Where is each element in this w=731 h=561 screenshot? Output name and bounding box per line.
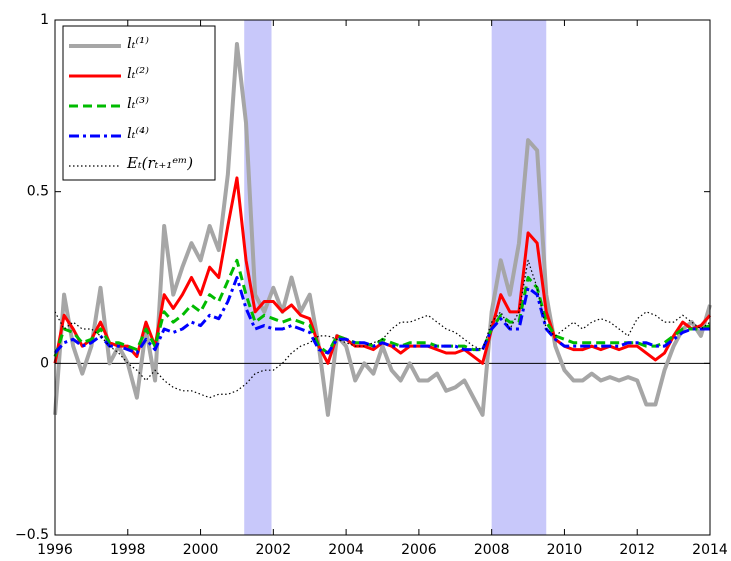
- x-tick-label: 2012: [619, 542, 655, 558]
- y-tick-label: −0.5: [15, 527, 49, 543]
- x-tick-label: 2010: [547, 542, 583, 558]
- series-line: [53, 42, 712, 417]
- x-tick-label: 2014: [692, 542, 728, 558]
- shaded-region: [491, 20, 547, 535]
- x-tick-label: 2000: [183, 542, 219, 558]
- legend-label: lₜ⁽³⁾: [127, 94, 149, 112]
- x-tick-label: 2006: [401, 542, 437, 558]
- series-line: [54, 259, 711, 399]
- series-line: [53, 276, 710, 355]
- legend: lₜ⁽¹⁾ lₜ⁽²⁾ lₜ⁽³⁾ lₜ⁽⁴⁾ Eₜ(rₜ₊₁ᵉᵐ): [62, 25, 216, 181]
- x-tick-label: 1998: [110, 542, 146, 558]
- y-tick-label: 1: [40, 12, 49, 28]
- legend-label: lₜ⁽⁴⁾: [127, 124, 149, 142]
- x-tick-label: 2008: [474, 542, 510, 558]
- legend-label: Eₜ(rₜ₊₁ᵉᵐ): [126, 154, 193, 172]
- y-tick-label: 0: [40, 355, 49, 371]
- legend-label: lₜ⁽²⁾: [127, 64, 149, 82]
- legend-box: [62, 25, 216, 181]
- x-tick-label: 2002: [256, 542, 292, 558]
- legend-label: lₜ⁽¹⁾: [127, 34, 149, 52]
- x-tick-label: 1996: [37, 542, 73, 558]
- y-tick-label: 0.5: [27, 184, 49, 200]
- x-tick-label: 2004: [328, 542, 364, 558]
- plot-frame: [54, 19, 711, 536]
